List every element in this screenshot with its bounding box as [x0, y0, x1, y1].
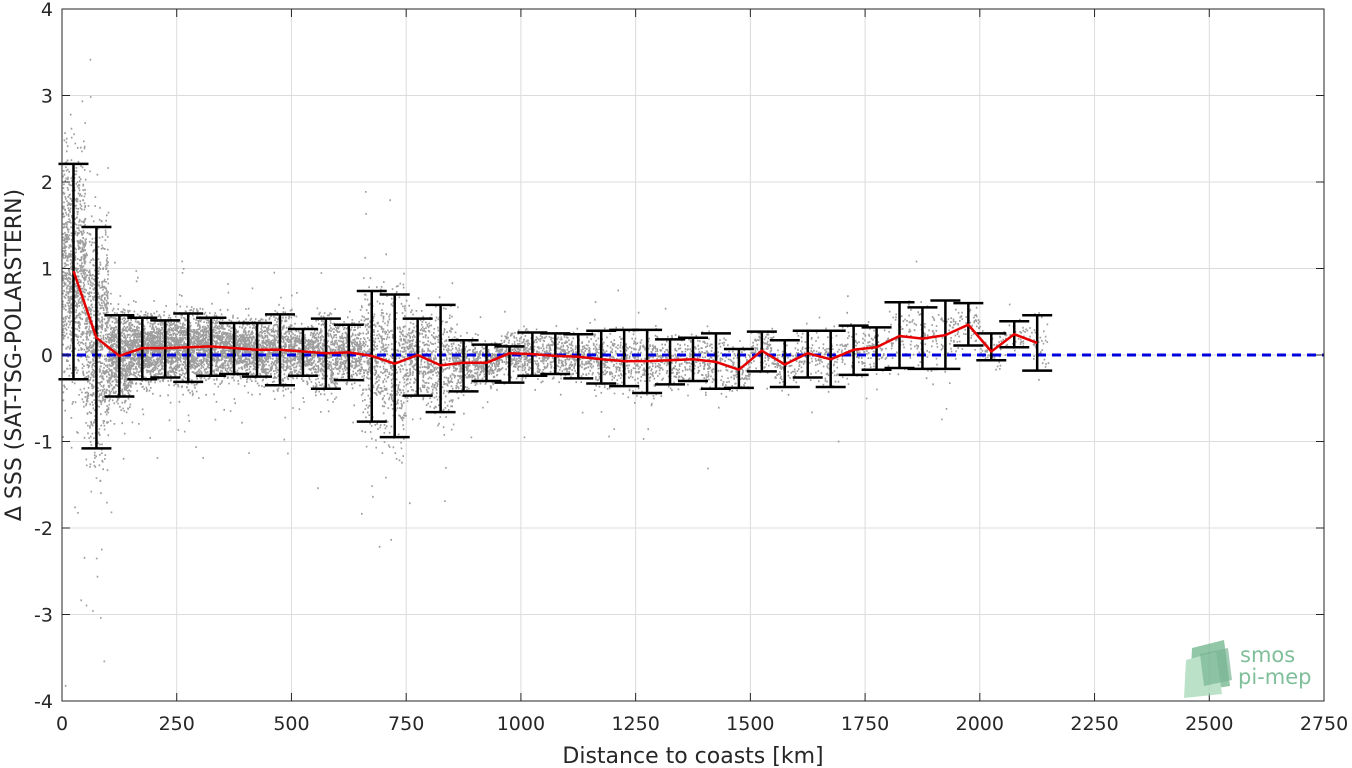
logo-text-pi-mep: pi-mep	[1238, 665, 1311, 689]
y-tick-label: 4	[41, 0, 53, 21]
y-axis-ticks: 4 3 2 1 0 -1 -2 -3 -4	[34, 0, 1324, 713]
smos-pi-mep-logo: smos pi-mep	[1184, 640, 1311, 698]
x-axis-title: Distance to coasts [km]	[562, 744, 823, 768]
x-tick-label: 750	[388, 713, 424, 735]
y-tick-label: -2	[34, 518, 53, 540]
x-tick-label: 1000	[497, 713, 545, 735]
error-bar	[861, 326, 892, 371]
logo-mark-icon	[1184, 640, 1232, 698]
y-tick-label: -3	[34, 605, 53, 627]
x-tick-label: 250	[159, 713, 195, 735]
x-tick-label: 1500	[726, 713, 774, 735]
mean-line-path	[72, 270, 1038, 371]
x-tick-label: 2250	[1070, 713, 1118, 735]
y-tick-label: 1	[41, 259, 53, 281]
x-tick-label: 500	[273, 713, 309, 735]
error-bar	[448, 339, 479, 393]
error-bar	[976, 332, 1007, 362]
y-tick-label: 2	[41, 172, 53, 194]
mean-line	[72, 270, 1038, 371]
error-bar	[655, 338, 686, 386]
error-bar	[379, 293, 410, 439]
error-bar	[425, 303, 456, 414]
y-tick-label: 0	[41, 345, 53, 367]
x-tick-label: 1250	[611, 713, 659, 735]
logo-text-smos: smos	[1240, 643, 1295, 667]
y-axis-title: Δ SSS (SAT-TSG-POLARSTERN)	[2, 189, 27, 521]
y-tick-label: -1	[34, 432, 53, 454]
y-tick-label: -4	[34, 691, 53, 713]
error-bars	[58, 162, 1053, 450]
x-axis-ticks: 0 250 500 750 1000 1250 1500 1750 2000 2250 2500 27…	[56, 9, 1348, 735]
x-tick-label: 2500	[1185, 713, 1233, 735]
x-tick-label: 2000	[956, 713, 1004, 735]
x-tick-label: 2750	[1300, 713, 1348, 735]
y-tick-label: 3	[41, 86, 53, 108]
x-tick-label: 1750	[841, 713, 889, 735]
error-bar	[402, 317, 433, 397]
x-tick-label: 0	[56, 713, 68, 735]
